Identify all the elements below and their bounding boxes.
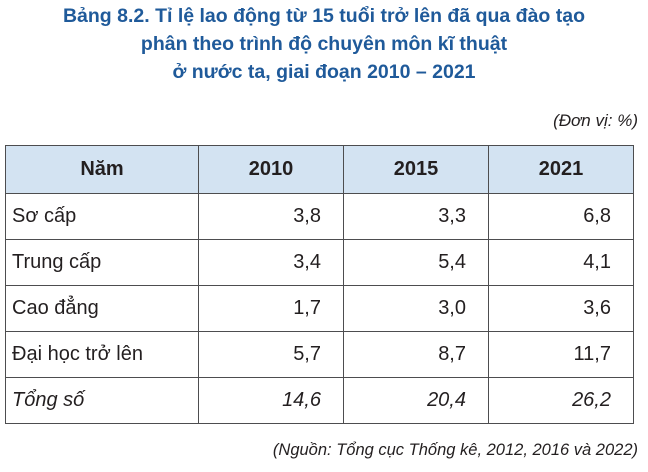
header-cell-2021: 2021 <box>488 145 634 194</box>
table-cell: 3,4 <box>198 239 344 286</box>
table-cell: 3,8 <box>198 193 344 240</box>
table-cell: 11,7 <box>488 331 634 378</box>
header-cell-2015: 2015 <box>343 145 489 194</box>
table-cell: 8,7 <box>343 331 489 378</box>
row-label: Trung cấp <box>5 239 199 286</box>
table-cell: 6,8 <box>488 193 634 240</box>
row-label: Đại học trở lên <box>5 331 199 378</box>
row-label: Sơ cấp <box>5 193 199 240</box>
unit-note: (Đơn vị: %) <box>553 111 638 130</box>
table-cell: 3,3 <box>343 193 489 240</box>
table-row: Đại học trở lên 5,7 8,7 11,7 <box>5 331 634 378</box>
table-cell: 5,4 <box>343 239 489 286</box>
table-row: Cao đẳng 1,7 3,0 3,6 <box>5 285 634 332</box>
title-line-2: phân theo trình độ chuyên môn kĩ thuật <box>140 33 508 55</box>
table-title: Bảng 8.2. Tỉ lệ lao động từ 15 tuổi trở … <box>0 2 648 86</box>
row-label: Tổng số <box>5 377 199 424</box>
table-cell: 3,6 <box>488 285 634 332</box>
table-cell: 3,0 <box>343 285 489 332</box>
title-line-3: ở nước ta, giai đoạn 2010 – 2021 <box>172 61 476 83</box>
source-note: (Nguồn: Tổng cục Thống kê, 2012, 2016 và… <box>272 441 638 459</box>
table-cell: 1,7 <box>198 285 344 332</box>
table-cell: 14,6 <box>198 377 344 424</box>
row-label: Cao đẳng <box>5 285 199 332</box>
table-cell: 26,2 <box>488 377 634 424</box>
table-row: Sơ cấp 3,8 3,3 6,8 <box>5 193 634 240</box>
table-cell: 4,1 <box>488 239 634 286</box>
table-row-total: Tổng số 14,6 20,4 26,2 <box>5 377 634 424</box>
header-cell-year: Năm <box>5 145 199 194</box>
table-row: Trung cấp 3,4 5,4 4,1 <box>5 239 634 286</box>
table-cell: 5,7 <box>198 331 344 378</box>
header-cell-2010: 2010 <box>198 145 344 194</box>
data-table: Năm 2010 2015 2021 Sơ cấp 3,8 3,3 6,8 Tr… <box>5 145 634 424</box>
table-cell: 20,4 <box>343 377 489 424</box>
title-line-1: Bảng 8.2. Tỉ lệ lao động từ 15 tuổi trở … <box>62 5 586 27</box>
table-header-row: Năm 2010 2015 2021 <box>5 145 634 194</box>
